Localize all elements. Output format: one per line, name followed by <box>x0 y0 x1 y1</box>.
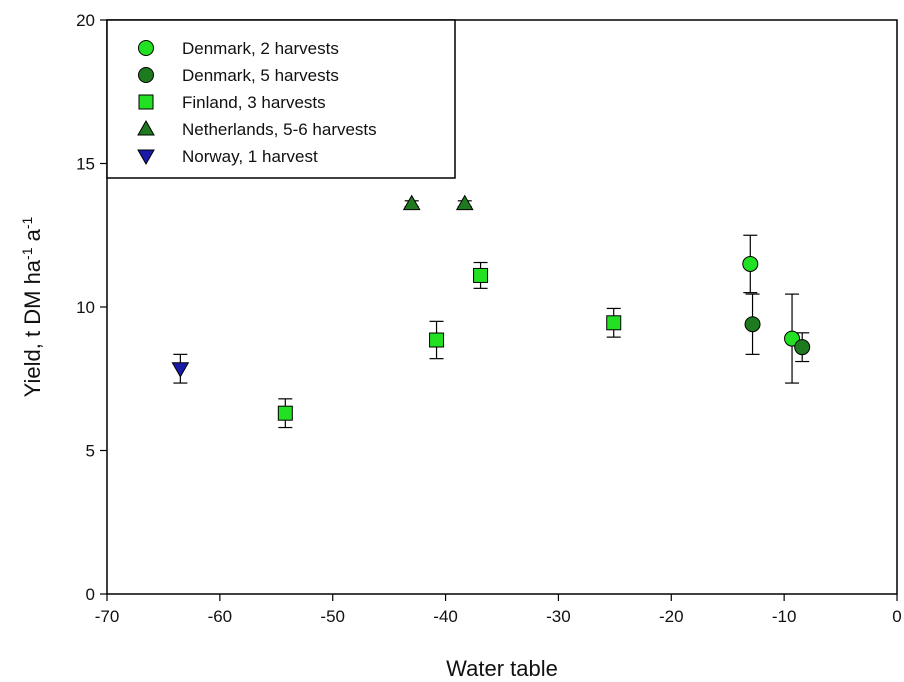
legend-box <box>106 19 456 179</box>
y-tick-label: 20 <box>76 11 95 30</box>
legend-label: Denmark, 2 harvests <box>182 39 339 58</box>
legend-label: Norway, 1 harvest <box>182 147 318 166</box>
x-tick-label: -10 <box>772 607 797 626</box>
x-tick-label: -20 <box>659 607 684 626</box>
legend-items: Denmark, 2 harvests Denmark, 5 harvests Fi… <box>137 39 377 166</box>
legend-label: Denmark, 5 harvests <box>182 66 339 85</box>
data-point <box>606 315 622 331</box>
legend-label: Finland, 3 harvests <box>182 93 326 112</box>
data-point <box>171 362 190 378</box>
y-tick-label: 15 <box>76 155 95 174</box>
data-point <box>455 194 474 211</box>
data-point <box>744 316 761 333</box>
x-tick-label: 0 <box>892 607 901 626</box>
x-tick-label: -40 <box>433 607 458 626</box>
legend-marker <box>137 149 155 166</box>
y-tick-label: 10 <box>76 298 95 317</box>
x-axis-title: Water table <box>446 656 558 681</box>
data-point <box>402 194 421 211</box>
y-axis-title-mid: a <box>20 228 45 247</box>
y-axis-title-exp2: -1 <box>19 216 35 229</box>
legend-marker <box>137 119 155 136</box>
x-tick-label: -30 <box>546 607 571 626</box>
y-axis-title-main: Yield, t DM ha <box>20 259 45 397</box>
data-point <box>784 330 801 347</box>
y-axis-title: Yield, t DM ha-1 a-1 <box>19 216 45 397</box>
data-point <box>429 332 445 348</box>
data-point <box>794 339 811 356</box>
data-point <box>473 267 489 283</box>
y-tick-label: 0 <box>86 585 95 604</box>
legend-label: Netherlands, 5-6 harvests <box>182 120 377 139</box>
error-bars <box>173 200 810 429</box>
axis-ticks: -70 -60 -50 -40 -30 -20 -10 0 0 5 10 15 20 <box>76 11 902 626</box>
x-tick-label: -70 <box>95 607 120 626</box>
x-tick-label: -60 <box>208 607 233 626</box>
y-tick-label: 5 <box>86 442 95 461</box>
data-point <box>742 255 759 272</box>
legend: Denmark, 2 harvests Denmark, 5 harvests Fi… <box>106 19 456 179</box>
legend-marker <box>138 67 154 83</box>
data-point <box>277 405 293 421</box>
legend-marker <box>138 40 154 56</box>
data-points <box>171 194 811 421</box>
legend-marker <box>138 94 154 110</box>
y-axis-title-exp1: -1 <box>19 247 35 260</box>
x-tick-label: -50 <box>320 607 345 626</box>
